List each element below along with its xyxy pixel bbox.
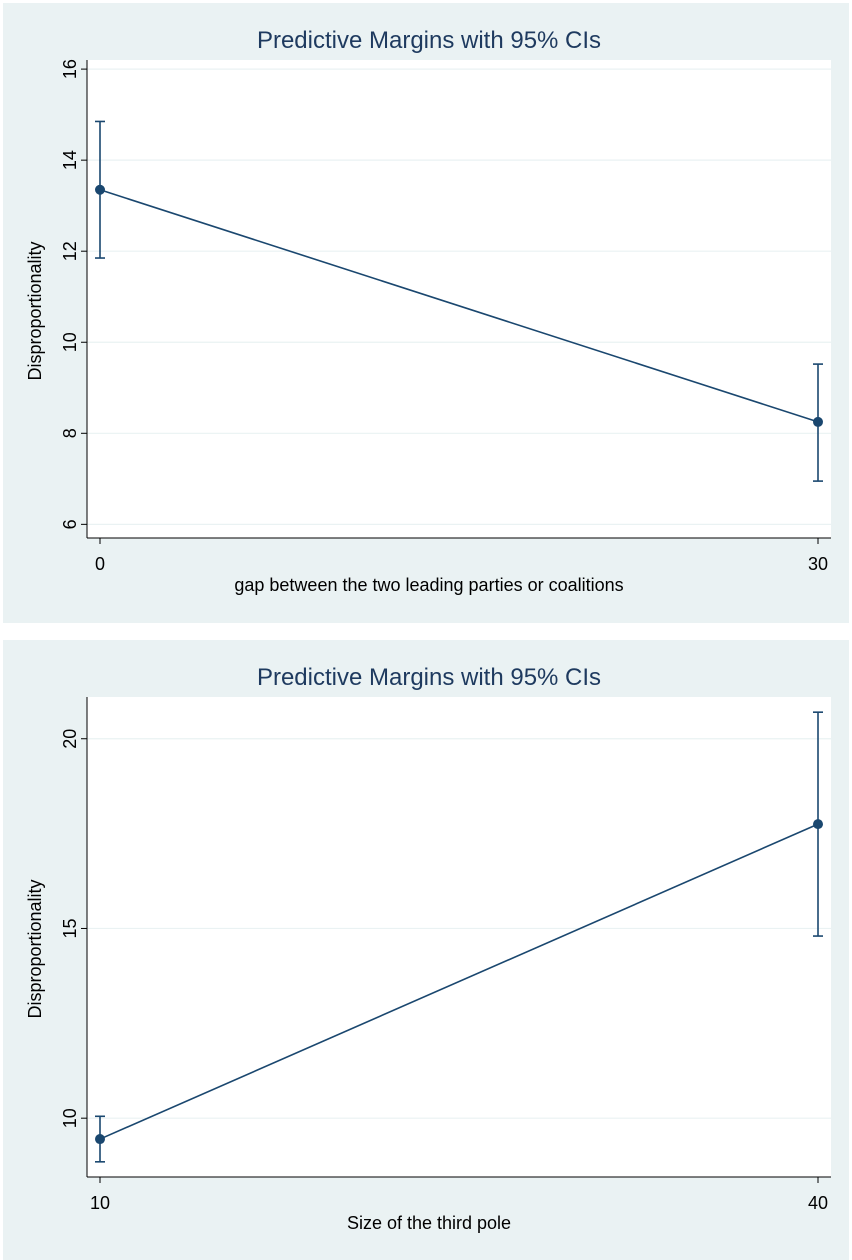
x-tick-label: 30: [808, 554, 828, 574]
chart-svg-third-pole: 10 15 20 10 40 Predictive Margins with 95% CI…: [25, 664, 831, 1233]
chart-title: Predictive Margins with 95% CIs: [257, 664, 601, 691]
series-line: [99, 823, 819, 1140]
x-tick-label: 40: [808, 1193, 828, 1213]
y-tick-label: 16: [60, 59, 80, 79]
y-tick-label: 10: [60, 1108, 80, 1128]
data-point: [95, 184, 105, 195]
data-point: [813, 416, 823, 427]
chart-panel-gap: 6 8 10 12 14 16 0 30 Predictive Margins with 95%…: [3, 3, 849, 623]
data-point: [95, 1134, 105, 1145]
y-axis-label: Disproportionality: [25, 241, 45, 380]
data-point: [813, 819, 823, 830]
x-tick-label: 0: [95, 554, 105, 574]
x-axis-label: gap between the two leading parties or c…: [234, 575, 623, 595]
y-tick-label: 8: [60, 428, 80, 438]
x-axis-label: Size of the third pole: [347, 1213, 511, 1233]
y-tick-label: 12: [60, 241, 80, 261]
y-tick-label: 15: [60, 918, 80, 938]
chart-title: Predictive Margins with 95% CIs: [257, 27, 601, 54]
y-axis-label: Disproportionality: [25, 879, 45, 1018]
chart-svg-gap: 6 8 10 12 14 16 0 30 Predictive Margins with 95%…: [25, 27, 831, 595]
chart-panel-third-pole: 10 15 20 10 40 Predictive Margins with 95% CI…: [3, 640, 849, 1260]
plot-area: [87, 697, 831, 1177]
x-tick-label: 10: [90, 1193, 110, 1213]
plot-area: [87, 60, 831, 538]
y-tick-label: 20: [60, 729, 80, 749]
y-tick-label: 14: [60, 150, 80, 170]
y-tick-label: 6: [60, 519, 80, 529]
series-line: [99, 188, 819, 423]
y-tick-label: 10: [60, 332, 80, 352]
